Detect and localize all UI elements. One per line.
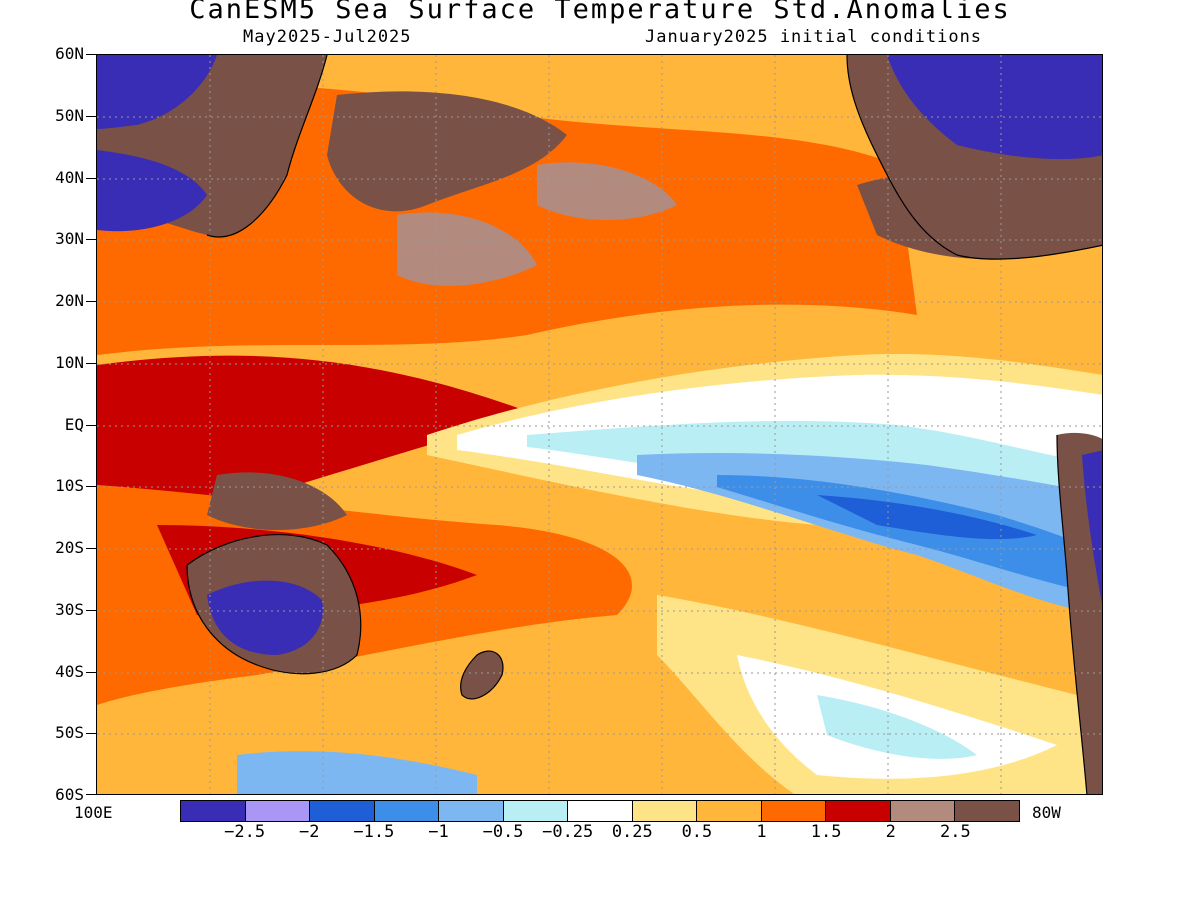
colorbar-swatch: [181, 801, 246, 821]
lat-label: 60S: [55, 785, 84, 804]
australia-cold-interior: [207, 580, 323, 655]
map-canvas: [97, 55, 1102, 794]
colorbar-label: 0.5: [681, 822, 713, 842]
colorbar-swatch: [503, 801, 569, 821]
north-pacific-taupe-patch: [397, 212, 537, 286]
southeast-light-blue: [817, 695, 977, 759]
colorbar-label: −0.5: [482, 822, 524, 842]
colorbar-label: 1: [756, 822, 767, 842]
colorbar-swatch: [568, 801, 633, 821]
lat-label: 20S: [55, 538, 84, 557]
lat-tick: [86, 301, 96, 302]
colorbar-label: 2: [885, 822, 896, 842]
siberia-cold-land: [97, 55, 217, 129]
lat-tick: [86, 610, 96, 611]
colorbar: [180, 800, 1020, 822]
colorbar-swatch: [245, 801, 311, 821]
sst-anomaly-map: [96, 54, 1103, 795]
southern-ocean-blue: [237, 751, 477, 794]
coastlines: [186, 55, 1102, 794]
east-asia-cold-land: [97, 150, 207, 232]
north-pacific-brown-patch: [327, 91, 567, 212]
lat-tick: [86, 178, 96, 179]
lat-tick: [86, 239, 96, 240]
colorbar-label: −2: [298, 822, 320, 842]
lat-tick: [86, 54, 96, 55]
canada-cold-land: [887, 55, 1102, 160]
cold-tongue-blue: [717, 475, 1102, 595]
colorbar-swatch: [955, 801, 1019, 821]
lat-label: 10S: [55, 476, 84, 495]
colorbar-label: 1.5: [810, 822, 842, 842]
lat-label: 10N: [55, 353, 84, 372]
usa-landmass: [857, 173, 1066, 259]
colorbar-label: 2.5: [940, 822, 971, 842]
lon-left-label: 100E: [74, 803, 113, 822]
lat-label: 50N: [55, 106, 84, 125]
mid-pacific-taupe-patch: [537, 162, 677, 220]
lat-tick: [86, 486, 96, 487]
new-zealand-landmass: [460, 651, 503, 699]
lat-label: 20N: [55, 291, 84, 310]
colorbar-label: −1: [428, 822, 449, 842]
lon-right-label: 80W: [1032, 803, 1061, 822]
lat-tick: [86, 548, 96, 549]
colorbar-swatch: [374, 801, 440, 821]
lat-label: 40S: [55, 662, 84, 681]
colorbar-swatch: [439, 801, 504, 821]
andes-cold-land: [1082, 450, 1102, 604]
lat-label: EQ: [64, 415, 84, 434]
lat-label: 40N: [55, 168, 84, 187]
lat-label: 30N: [55, 229, 84, 248]
colorbar-swatch: [697, 801, 762, 821]
colorbar-swatch: [761, 801, 827, 821]
west-pacific-warm-pool: [97, 355, 537, 497]
lat-tick: [86, 425, 96, 426]
lat-tick: [86, 363, 96, 364]
forecast-period: May2025-Jul2025: [243, 27, 412, 47]
colorbar-label: −1.5: [353, 822, 395, 842]
colorbar-label: −0.25: [542, 822, 594, 842]
initial-conditions: January2025 initial conditions: [645, 27, 983, 47]
lat-label: 60N: [55, 44, 84, 63]
north-pacific-warm: [97, 84, 917, 355]
lat-label: 30S: [55, 600, 84, 619]
map-title: CanESM5 Sea Surface Temperature Std.Anom…: [189, 0, 1011, 25]
lat-tick: [86, 733, 96, 734]
lat-tick: [86, 672, 96, 673]
cold-tongue-core: [817, 495, 1037, 540]
colorbar-swatch: [310, 801, 375, 821]
lat-tick: [86, 794, 96, 795]
colorbar-label: −2.5: [224, 822, 266, 842]
colorbar-swatch: [826, 801, 891, 821]
lat-tick: [86, 116, 96, 117]
colorbar-swatch: [890, 801, 956, 821]
colorbar-label: 0.25: [611, 822, 653, 842]
colorbar-swatch: [632, 801, 698, 821]
lat-label: 50S: [55, 723, 84, 742]
